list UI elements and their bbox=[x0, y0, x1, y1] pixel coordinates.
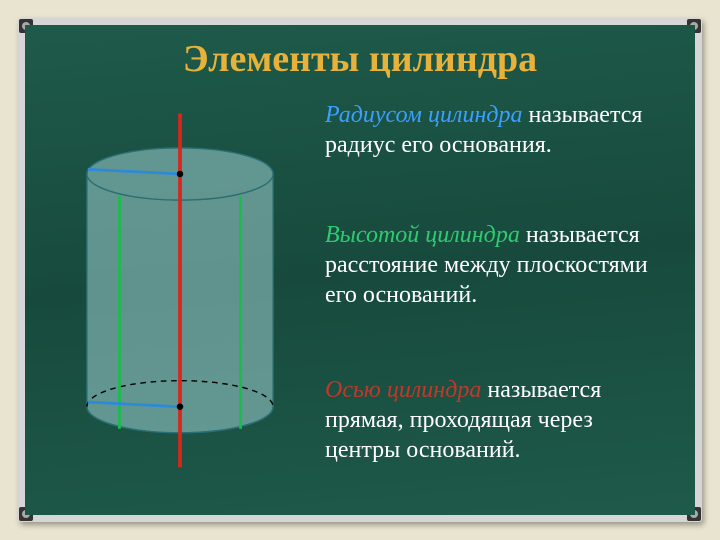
slide-background: Элементы цилиндра bbox=[0, 0, 720, 540]
page-title: Элементы цилиндра bbox=[25, 37, 695, 81]
center-point-bottom bbox=[177, 403, 184, 410]
term-radius: Радиусом цилиндра bbox=[325, 102, 523, 128]
cylinder-svg bbox=[45, 105, 315, 485]
definition-axis: Осью цилиндра называется прямая, проходя… bbox=[325, 375, 670, 465]
center-point-top bbox=[177, 171, 184, 178]
cylinder-diagram bbox=[45, 105, 315, 485]
term-height: Высотой цилиндра bbox=[325, 222, 520, 248]
board-frame: Элементы цилиндра bbox=[18, 18, 702, 522]
term-axis: Осью цилиндра bbox=[325, 377, 481, 403]
definition-height: Высотой цилиндра называется расстояние м… bbox=[325, 220, 670, 310]
definition-radius: Радиусом цилиндра называется радиус его … bbox=[325, 100, 670, 160]
chalkboard: Элементы цилиндра bbox=[25, 25, 695, 515]
definitions-area: Радиусом цилиндра называется радиус его … bbox=[325, 100, 670, 495]
